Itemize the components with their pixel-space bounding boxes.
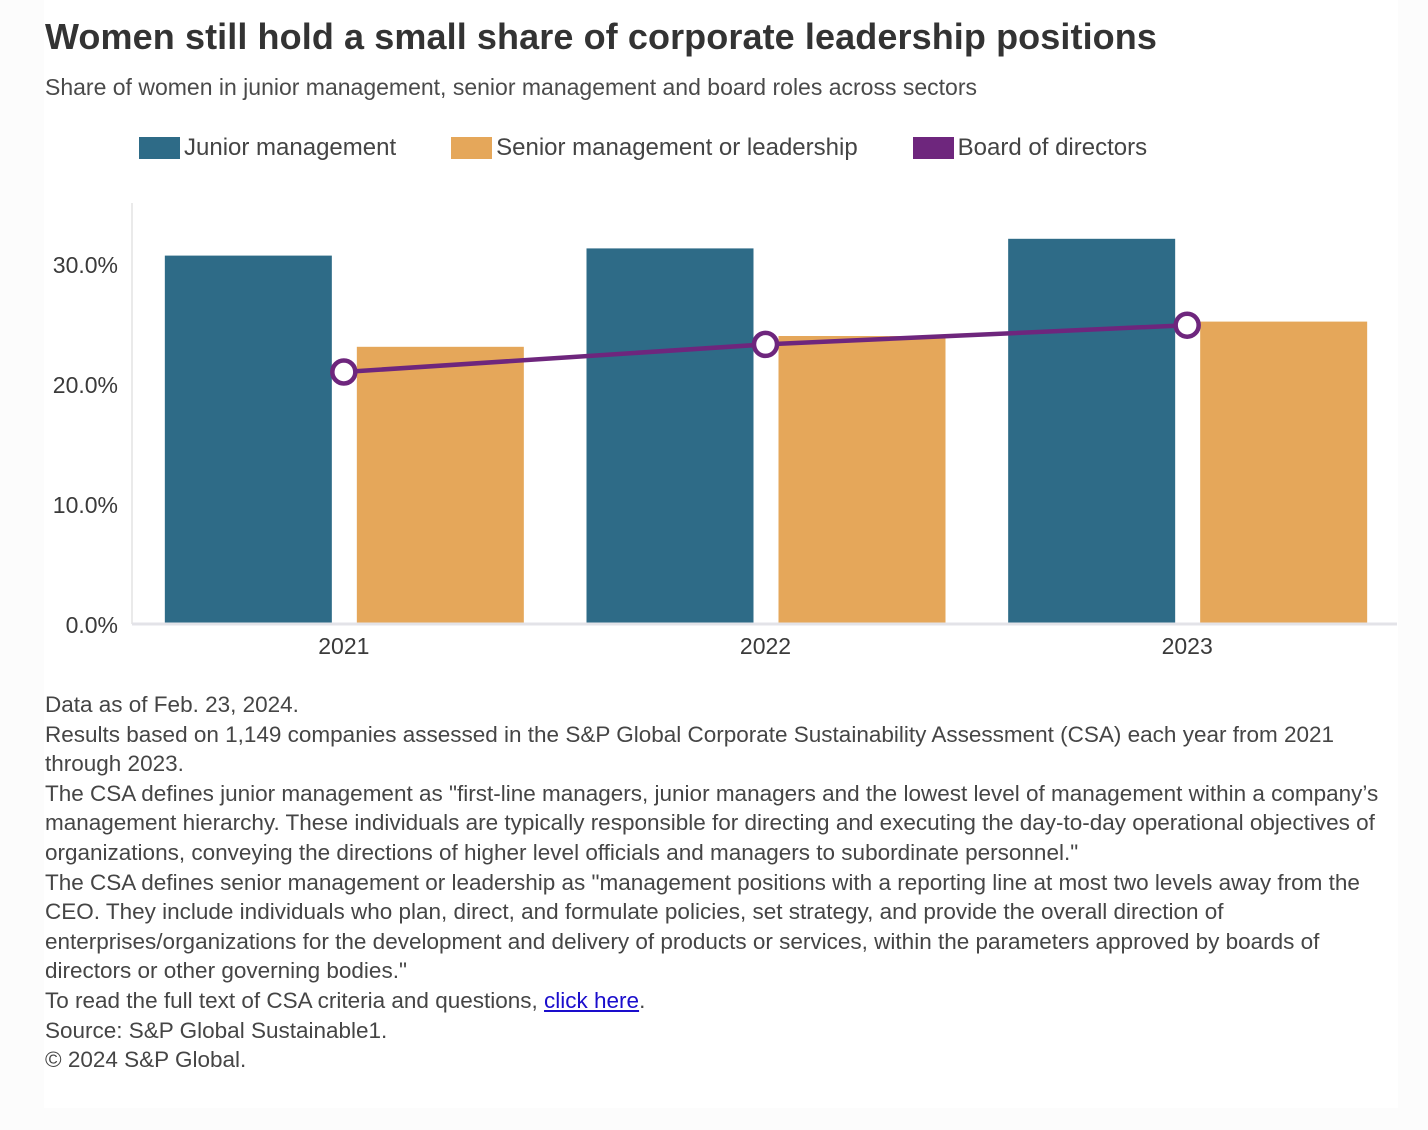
- footnote-link-line: To read the full text of CSA criteria an…: [45, 986, 1395, 1016]
- bar-junior-2023[interactable]: [1008, 238, 1176, 625]
- legend-item-board[interactable]: Board of directors: [912, 134, 1148, 162]
- legend: Junior management Senior management or l…: [139, 132, 1202, 164]
- legend-label-board: Board of directors: [957, 134, 1148, 161]
- y-tick-label: 30.0%: [53, 252, 118, 278]
- footnote-junior-definition: The CSA defines junior management as "fi…: [45, 780, 1379, 865]
- bar-senior-2022[interactable]: [778, 336, 946, 624]
- csa-criteria-link[interactable]: click here: [544, 987, 640, 1013]
- legend-swatch-junior: [139, 137, 180, 159]
- y-tick-label: 10.0%: [53, 492, 118, 518]
- footnote-date: Data as of Feb. 23, 2024.: [45, 692, 299, 717]
- bar-senior-2023[interactable]: [1200, 321, 1368, 624]
- legend-item-junior[interactable]: Junior management: [139, 134, 396, 162]
- x-tick-label: 2022: [740, 633, 791, 659]
- legend-label-senior: Senior management or leadership: [496, 134, 858, 161]
- bar-senior-2021[interactable]: [356, 346, 524, 624]
- legend-item-senior[interactable]: Senior management or leadership: [451, 134, 858, 162]
- footnote-link-prefix: To read the full text of CSA criteria an…: [45, 987, 545, 1013]
- bar-junior-2021[interactable]: [164, 255, 332, 624]
- footnote-senior-definition: The CSA defines senior management or lea…: [45, 869, 1360, 984]
- x-tick-label: 2021: [318, 633, 369, 659]
- footnote-copyright: © 2024 S&P Global.: [45, 1047, 247, 1073]
- point-board-2022[interactable]: [751, 330, 780, 359]
- y-tick-label: 20.0%: [53, 372, 118, 398]
- chart-svg: 0.0% 10.0% 20.0% 30.0% 2021 2022 2023: [53, 203, 1397, 659]
- bar-junior-2022[interactable]: [586, 248, 754, 624]
- point-board-2021[interactable]: [330, 358, 358, 386]
- legend-swatch-board: [912, 137, 954, 159]
- legend-label-junior: Junior management: [184, 134, 397, 161]
- x-tick-label: 2023: [1162, 633, 1213, 659]
- legend-swatch-senior: [451, 137, 493, 159]
- footnote-link-suffix: .: [639, 987, 646, 1013]
- y-tick-label: 0.0%: [66, 612, 118, 638]
- chart-subtitle: Share of women in junior management, sen…: [45, 74, 977, 100]
- footnote-source: Source: S&P Global Sustainable1.: [45, 1017, 388, 1043]
- point-board-2023[interactable]: [1173, 311, 1201, 339]
- chart-title: Women still hold a small share of corpor…: [45, 16, 1157, 57]
- footnote-sample: Results based on 1,149 companies assesse…: [45, 721, 1335, 777]
- footnotes: Data as of Feb. 23, 2024. Results based …: [45, 690, 1395, 1075]
